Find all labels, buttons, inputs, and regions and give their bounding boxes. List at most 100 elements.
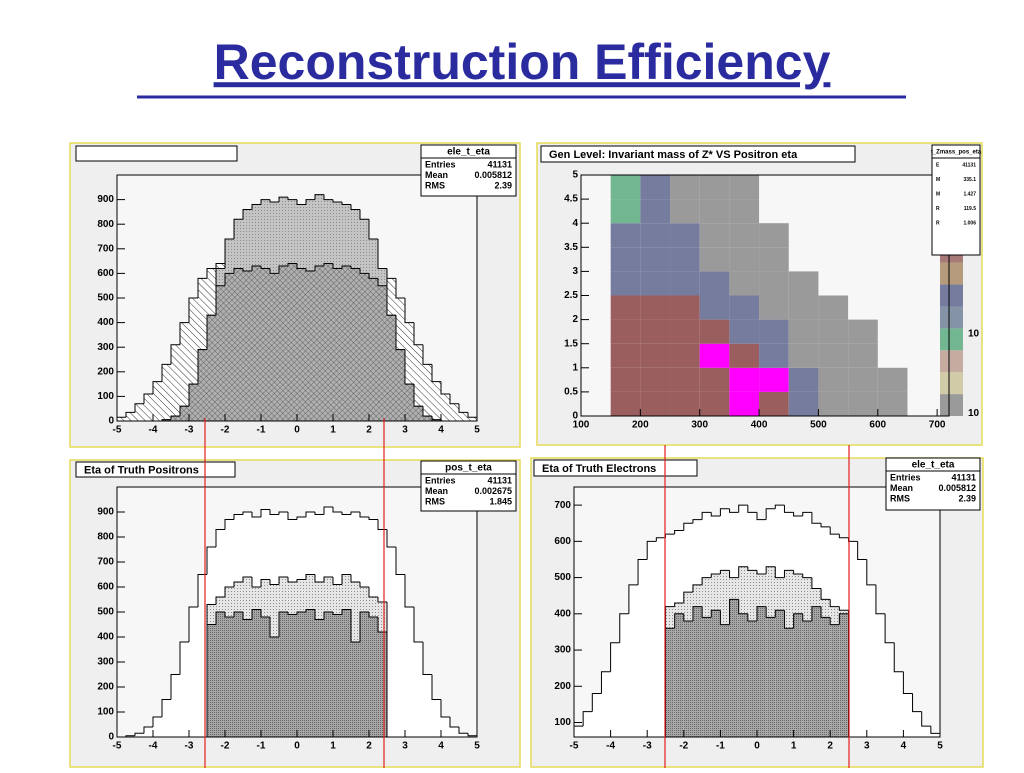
histogram-bin xyxy=(144,727,153,737)
histogram-bin xyxy=(360,273,369,421)
bin-outline xyxy=(251,265,261,271)
x-tick-label: 4 xyxy=(438,741,444,752)
stats-value: 119.5 xyxy=(964,206,976,212)
bin-outline xyxy=(278,576,288,585)
heatmap-cell xyxy=(670,199,700,224)
bin-outline xyxy=(260,266,270,269)
bin-outline xyxy=(305,609,315,612)
x-tick-label: 3 xyxy=(864,741,870,752)
heatmap-cell xyxy=(640,175,671,200)
x-tick-label: -3 xyxy=(185,741,194,752)
histogram-bin xyxy=(857,559,867,737)
bin-outline xyxy=(875,584,886,615)
y-tick-label: 1.5 xyxy=(564,338,578,349)
histogram-bin xyxy=(628,584,639,737)
bin-outline xyxy=(215,529,225,547)
bin-outline xyxy=(134,732,144,736)
bin-outline xyxy=(440,381,450,395)
stats-value: 2.39 xyxy=(494,180,512,190)
heatmap-cell xyxy=(818,391,849,416)
bin-outline xyxy=(765,606,776,618)
stats-label: RMS xyxy=(425,496,445,506)
histogram-bin xyxy=(378,632,387,737)
histogram-bin xyxy=(243,270,252,421)
y-tick-label: 5 xyxy=(572,170,578,181)
histogram-bin xyxy=(162,699,171,737)
bin-outline xyxy=(802,511,812,516)
histogram-bin xyxy=(189,298,198,421)
histogram-bin xyxy=(324,612,333,737)
bin-outline xyxy=(323,611,333,620)
histogram-bin xyxy=(306,609,315,737)
bin-outline xyxy=(341,265,351,269)
slide-title: Reconstruction Efficiency xyxy=(214,34,831,90)
bin-outline xyxy=(260,609,270,618)
y-tick-label: 900 xyxy=(97,194,114,205)
chart-panel: -5 -4 -3 -2 -1 0 1 2 3 4 5 100 200 300 400 500 600 700 Eta… xyxy=(530,457,984,768)
histogram-bin xyxy=(656,537,666,737)
histogram-bin xyxy=(153,381,162,421)
bin-outline xyxy=(368,612,378,618)
bin-outline xyxy=(377,238,387,269)
y-tick-label: 700 xyxy=(97,243,114,254)
histogram-bin xyxy=(171,416,180,421)
histogram-bin xyxy=(261,617,270,737)
bin-outline xyxy=(811,512,822,524)
bin-outline xyxy=(350,574,360,583)
bin-outline xyxy=(591,693,602,712)
heatmap-cell xyxy=(699,391,730,416)
bin-outline xyxy=(332,199,342,203)
bin-outline xyxy=(359,582,369,588)
bin-outline xyxy=(829,599,840,608)
bin-outline xyxy=(260,199,270,205)
histogram-bin xyxy=(423,416,432,421)
heatmap-cell xyxy=(640,271,671,296)
bin-outline xyxy=(683,522,693,531)
bin-outline xyxy=(341,609,351,615)
x-tick-label: -1 xyxy=(257,425,266,436)
stats-title: ele_t_eta xyxy=(447,147,490,158)
histogram-bin xyxy=(189,607,198,737)
bin-outline xyxy=(179,641,189,675)
x-tick-label: -2 xyxy=(679,741,688,752)
bin-outline xyxy=(395,547,405,575)
bin-outline xyxy=(386,285,396,316)
histogram-bin xyxy=(234,268,243,421)
bin-outline xyxy=(458,403,468,413)
bin-outline xyxy=(710,573,721,578)
histogram-bin xyxy=(126,735,135,737)
heatmap-cell xyxy=(729,295,760,320)
bin-outline xyxy=(368,273,378,279)
bin-outline xyxy=(152,381,162,394)
bin-outline xyxy=(296,199,306,206)
heatmap-cell xyxy=(759,367,789,392)
heatmap-cell xyxy=(788,367,819,392)
y-tick-label: 600 xyxy=(97,582,114,593)
histogram-bin xyxy=(432,699,441,737)
bin-outline xyxy=(729,508,739,513)
x-tick-label: -2 xyxy=(221,425,230,436)
y-tick-label: 0 xyxy=(108,732,114,743)
stats-value: 335.1 xyxy=(963,177,976,183)
bin-outline xyxy=(692,606,703,622)
heatmap-cell xyxy=(729,223,760,248)
bin-outline xyxy=(233,218,243,239)
y-tick-label: 500 xyxy=(97,293,114,304)
heatmap-cell xyxy=(670,271,700,296)
bin-outline xyxy=(820,588,831,600)
bin-outline xyxy=(233,514,243,520)
bin-outline xyxy=(921,711,931,727)
y-tick-label: 200 xyxy=(97,682,114,693)
bin-outline xyxy=(314,609,324,620)
histogram-bin xyxy=(315,619,324,737)
histogram-bin xyxy=(638,559,648,737)
stats-label: Mean xyxy=(425,486,448,496)
stats-box xyxy=(931,144,981,256)
bin-outline xyxy=(857,541,867,560)
histogram-bin xyxy=(903,693,913,737)
histogram-bin xyxy=(207,624,216,737)
plot-marks xyxy=(573,504,941,738)
histogram-bin xyxy=(432,381,441,421)
heatmap-cell xyxy=(848,319,878,344)
stats-value: 41131 xyxy=(962,162,976,168)
